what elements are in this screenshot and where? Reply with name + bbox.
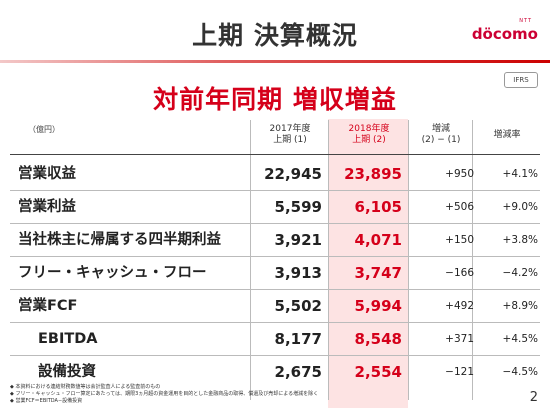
value-rate: +8.9% <box>502 300 538 312</box>
column-divider <box>328 120 329 400</box>
value-diff: −166 <box>445 267 474 279</box>
ifrs-badge: IFRS <box>504 72 538 88</box>
table-row: 営業収益 22,945 23,895 +950 +4.1% <box>10 158 540 191</box>
row-label: 営業FCF <box>18 298 78 314</box>
current-period-highlight <box>328 119 408 408</box>
logo-brand: döcomo <box>471 25 538 43</box>
value-diff: +371 <box>445 333 474 345</box>
value-rate: −4.5% <box>502 366 538 378</box>
table-row: 設備投資 2,675 2,554 −121 −4.5% <box>10 356 540 388</box>
column-divider <box>408 120 409 400</box>
value-2017: 3,921 <box>274 231 322 249</box>
footnote: 営業FCF＝EBITDA−設備投資 <box>10 398 318 405</box>
row-label: 営業利益 <box>18 199 76 215</box>
value-2017: 8,177 <box>274 330 322 348</box>
value-2018: 8,548 <box>354 330 402 348</box>
column-header-rate: 増減率 <box>474 130 540 141</box>
row-label: 設備投資 <box>38 364 96 380</box>
column-header-line1: 増減率 <box>493 130 521 140</box>
value-rate: +4.1% <box>502 168 538 180</box>
value-2018: 3,747 <box>354 264 402 282</box>
value-2018: 2,554 <box>354 363 402 381</box>
page-number: 2 <box>529 390 538 405</box>
value-rate: +4.5% <box>502 333 538 345</box>
value-2018: 5,994 <box>354 297 402 315</box>
value-diff: +506 <box>445 201 474 213</box>
table-row: EBITDA 8,177 8,548 +371 +4.5% <box>10 323 540 356</box>
column-header-2017: 2017年度 上期 (1) <box>252 124 328 146</box>
footnote: 本資料における連結財務数値等は会計監査人による監査前のもの <box>10 384 318 391</box>
column-header-2018: 2018年度 上期 (2) <box>330 124 408 146</box>
value-rate: +9.0% <box>502 201 538 213</box>
unit-label: （億円） <box>28 125 60 134</box>
column-header-line2: 上期 (2) <box>352 135 386 145</box>
table-row: フリー・キャッシュ・フロー 3,913 3,747 −166 −4.2% <box>10 257 540 290</box>
value-rate: +3.8% <box>502 234 538 246</box>
column-header-line2: (2) − (1) <box>421 135 461 145</box>
row-label: 当社株主に帰属する四半期利益 <box>18 232 221 248</box>
table-row: 営業利益 5,599 6,105 +506 +9.0% <box>10 191 540 224</box>
column-header-line1: 増減 <box>431 124 450 134</box>
value-diff: +492 <box>445 300 474 312</box>
value-diff: −121 <box>445 366 474 378</box>
table-row: 営業FCF 5,502 5,994 +492 +8.9% <box>10 290 540 323</box>
footnote: フリー・キャッシュ・フロー算定にあたっては、期限3ヵ月超の資金運用を目的とした金… <box>10 391 318 398</box>
column-header-line2: 上期 (1) <box>273 135 307 145</box>
header-divider <box>0 60 550 63</box>
header-rule <box>10 154 540 155</box>
column-header-line1: 2018年度 <box>348 124 390 134</box>
column-divider <box>250 120 251 400</box>
footnotes: 本資料における連結財務数値等は会計監査人による監査前のもの フリー・キャッシュ・… <box>10 384 318 405</box>
value-2018: 6,105 <box>354 198 402 216</box>
value-rate: −4.2% <box>502 267 538 279</box>
column-header-line1: 2017年度 <box>269 124 311 134</box>
value-2017: 3,913 <box>274 264 322 282</box>
value-2017: 2,675 <box>274 363 322 381</box>
column-divider <box>472 120 473 400</box>
value-2018: 23,895 <box>344 165 402 183</box>
column-header-diff: 増減 (2) − (1) <box>410 124 472 146</box>
value-2017: 22,945 <box>264 165 322 183</box>
slide-subtitle: 対前年同期 増収増益 <box>153 85 397 114</box>
row-label: 営業収益 <box>18 166 76 182</box>
page-title: 上期 決算概況 <box>192 21 358 50</box>
docomo-logo: NTT döcomo <box>472 18 538 43</box>
value-diff: +150 <box>445 234 474 246</box>
value-2017: 5,599 <box>274 198 322 216</box>
value-diff: +950 <box>445 168 474 180</box>
value-2018: 4,071 <box>354 231 402 249</box>
row-label: EBITDA <box>38 331 98 347</box>
value-2017: 5,502 <box>274 297 322 315</box>
row-label: フリー・キャッシュ・フロー <box>18 265 207 281</box>
logo-ntt: NTT <box>519 18 532 24</box>
table-row: 当社株主に帰属する四半期利益 3,921 4,071 +150 +3.8% <box>10 224 540 257</box>
